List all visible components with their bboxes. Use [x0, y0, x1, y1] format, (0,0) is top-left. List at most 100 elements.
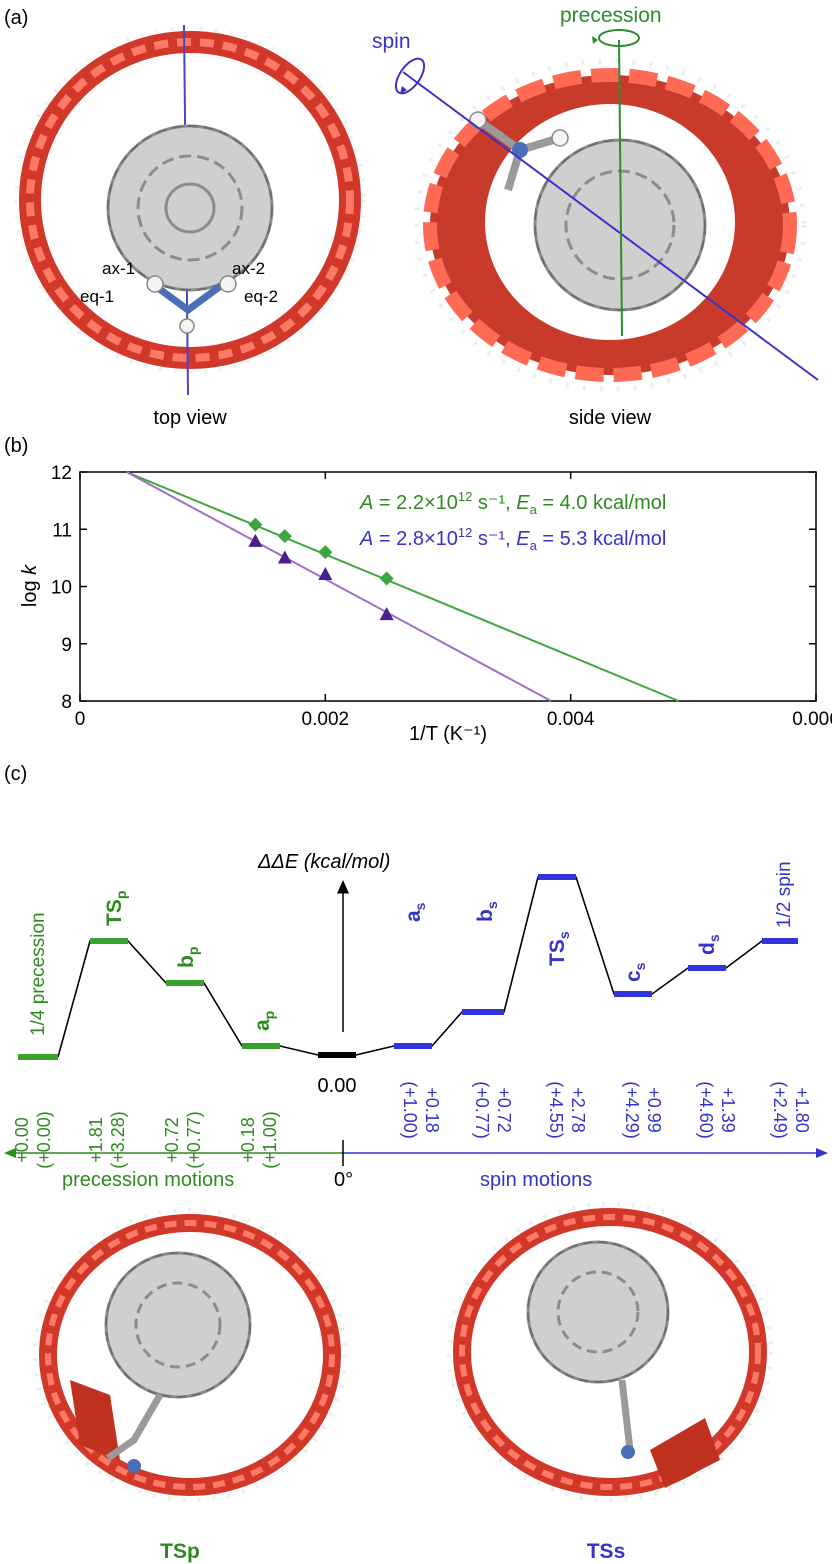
data-point-green-3	[379, 571, 394, 586]
fullerene-side-cage	[534, 139, 706, 311]
value-l0-main: +0.00	[12, 1117, 32, 1163]
y-tick-label-8: 8	[61, 692, 72, 713]
nanoring-top-highlight	[26, 38, 354, 362]
zero-angle-label: 0°	[334, 1169, 353, 1191]
x-tick-label-3: 0.006	[792, 709, 832, 730]
data-point-blue-2	[318, 567, 333, 581]
value-l2-main: +0.72	[162, 1117, 182, 1163]
value-r5-sub: (+2.49)	[770, 1081, 790, 1139]
y-tick-label-10: 10	[51, 578, 72, 599]
energy-axis-label: ΔΔE (kcal/mol)	[257, 851, 390, 873]
value-r4-main: +1.39	[718, 1087, 738, 1133]
value-r2-sub: (+4.55)	[546, 1081, 566, 1139]
nanoring-tss-highlight	[459, 1214, 761, 1490]
state-name-tss: TSs	[546, 931, 572, 966]
atom-label-ax2: ax-2	[232, 259, 265, 278]
precession-rotation-icon	[598, 29, 640, 47]
value-r4-sub: (+4.60)	[696, 1081, 716, 1139]
nanoring-tsp-hydrogens	[33, 1208, 347, 1502]
data-point-green-0	[248, 517, 263, 532]
right-values: (+1.00) +0.18 (+0.77) +0.72 (+4.55) +2.7…	[400, 1081, 812, 1139]
spin-motions-label: spin motions	[480, 1169, 592, 1191]
state-name-as: as	[402, 902, 428, 922]
fullerene-top-inner	[136, 154, 244, 262]
ammonium-top	[147, 279, 229, 315]
data-point-green-2	[318, 545, 333, 560]
ammonium-tsp	[106, 1393, 164, 1461]
top-view-caption: top view	[153, 407, 227, 429]
atom-label-ax1: ax-1	[102, 259, 135, 278]
y-axis-label: log k	[19, 564, 41, 607]
precession-axis-arrowhead-icon	[4, 1148, 16, 1158]
nitrogen-tss	[621, 1445, 635, 1459]
state-name-tsp: TSp	[103, 891, 129, 926]
precession-arrowhead-icon	[592, 36, 598, 44]
nitrogen-side	[512, 142, 528, 158]
nanoring-tsp-highlight	[45, 1220, 335, 1490]
tss-tilted-ring	[650, 1418, 720, 1488]
value-l3-sub: (+1.00)	[260, 1111, 280, 1169]
value-l0-sub: (+0.00)	[34, 1111, 54, 1169]
value-r0-main: +0.18	[422, 1087, 442, 1133]
x-tick-label-0: 0	[75, 709, 86, 730]
y-tick-label-11: 11	[52, 520, 72, 541]
state-name-cs: cs	[622, 962, 648, 982]
fit-line-1	[126, 471, 552, 702]
panel-b: (b) 0 0.002 0.004 0.006 8 9 10 11 12 1/T…	[4, 435, 832, 745]
value-r1-sub: (+0.77)	[472, 1081, 492, 1139]
value-l3-main: +0.18	[238, 1117, 258, 1163]
arrhenius-plot: 0 0.002 0.004 0.006 8 9 10 11 12	[51, 463, 832, 730]
value-r3-sub: (+4.29)	[622, 1081, 642, 1139]
data-point-blue-1	[277, 550, 292, 564]
axis-ticks	[79, 471, 817, 702]
nitrogen-tsp	[127, 1459, 141, 1473]
data-point-green-1	[277, 529, 292, 544]
fullerene-tss-cage	[527, 1241, 669, 1383]
hydrogen-side-2	[469, 111, 487, 129]
fullerene-tsp-inner	[134, 1281, 222, 1369]
nanoring-tss-hydrogens	[447, 1202, 773, 1502]
tsp-molecule	[33, 1208, 347, 1502]
energy-profile-path	[57, 876, 798, 1058]
fit-lines	[126, 471, 679, 702]
top-view-molecule	[14, 24, 366, 396]
panel-c-label: (c)	[4, 763, 27, 785]
precession-label: precession	[560, 4, 662, 27]
left-values: +0.00 (+0.00) +1.81 (+3.28) +0.72 (+0.77…	[12, 1111, 280, 1169]
value-l1-main: +1.81	[86, 1117, 106, 1163]
state-name-bp: bp	[175, 947, 201, 968]
value-r2-main: +2.78	[568, 1087, 588, 1133]
panel-a: (a) ax-1 ax-2 eq-1 eq-2 top view	[4, 4, 819, 429]
y-tick-label-12: 12	[51, 463, 72, 484]
atom-label-eq2: eq-2	[244, 287, 278, 306]
hydrogen-eq2	[219, 275, 237, 293]
half-spin-label: 1/2 spin	[774, 861, 795, 928]
panel-c: (c) ΔΔE (kcal/mol) 1/4 precession 1/2 sp…	[4, 763, 828, 1563]
value-l1-sub: (+3.28)	[108, 1111, 128, 1169]
nanoring-side-panels	[423, 68, 797, 382]
panel-a-label: (a)	[4, 7, 28, 29]
tsp-caption: TSp	[160, 1540, 200, 1563]
tss-caption: TSs	[587, 1540, 626, 1563]
spin-rotation-icon	[394, 57, 426, 95]
spin-axis	[402, 71, 819, 381]
x-axis-label: 1/T (K⁻¹)	[409, 723, 487, 745]
legend-blue-fit: A = 2.8×1012 s⁻¹, Ea = 5.3 kcal/mol	[359, 525, 666, 553]
tss-molecule	[447, 1202, 773, 1502]
fullerene-top-core	[164, 182, 216, 234]
state-name-ap: ap	[251, 1011, 277, 1031]
state-name-bs: bs	[474, 901, 500, 922]
fullerene-tsp-cage	[105, 1252, 251, 1398]
value-zero: 0.00	[318, 1075, 357, 1097]
nanoring-top-hydrogens	[14, 26, 366, 374]
spin-arrowhead-icon	[400, 86, 407, 94]
y-tick-label-9: 9	[61, 635, 72, 656]
value-r3-main: +0.99	[644, 1087, 664, 1133]
precession-axis	[618, 39, 623, 337]
fullerene-top-cage	[107, 125, 273, 291]
value-r1-main: +0.72	[494, 1087, 514, 1133]
nanoring-side-hydrogens	[413, 58, 807, 392]
side-view-molecule	[394, 29, 819, 392]
value-r0-sub: (+1.00)	[400, 1081, 420, 1139]
